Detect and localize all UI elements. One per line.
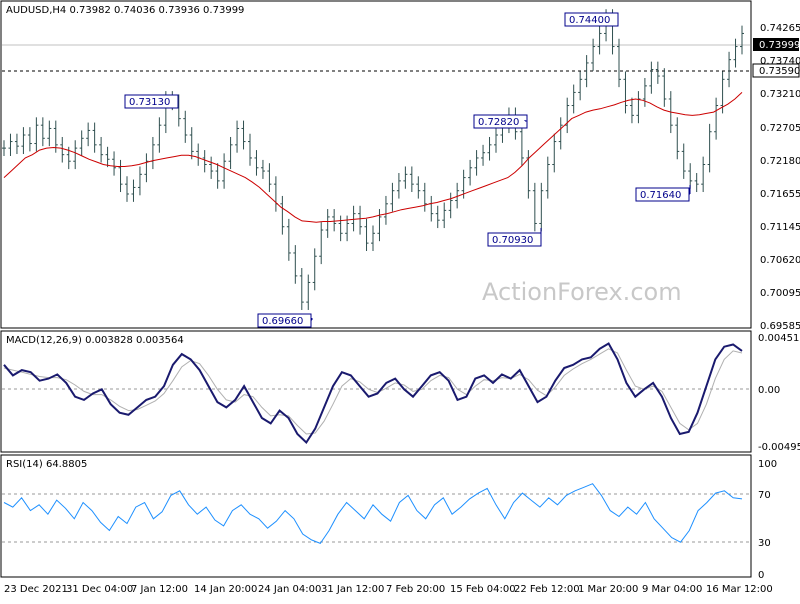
price-callout-label: 0.74400 [569,15,610,26]
rsi-line [3,483,743,545]
time-tick: 7 Jan 12:00 [131,584,188,595]
rsi-tick: 100 [758,459,777,470]
price-axis: 0.74265 0.73740 0.73210 0.72705 0.72180 … [760,23,800,332]
price-callout-box [124,94,179,109]
time-tick: 7 Feb 20:00 [386,584,445,595]
time-tick: 16 Mar 12:00 [706,584,773,595]
price-tick: 0.72180 [760,156,800,167]
time-tick: 24 Jan 04:00 [258,584,321,595]
rsi-tick: 30 [758,538,771,549]
price-header: AUDUSD,H4 0.73982 0.74036 0.73936 0.7399… [6,5,244,16]
price-callout-label: 0.71640 [640,190,681,201]
price-callout-box [487,232,542,247]
rsi-series-group [3,483,743,545]
macd-tick: 0.00 [758,385,780,396]
price-tick: 0.70620 [760,255,800,266]
time-tick: 14 Jan 20:00 [194,584,257,595]
rsi-header: RSI(14) 64.8805 [6,459,87,470]
macd-tick: -0.00495 [758,442,800,453]
moving-average-line [3,92,743,223]
watermark: ActionForex.com [482,278,682,306]
price-tick: 0.71145 [760,222,800,233]
current-price-badge [753,38,799,51]
price-tick: 0.70095 [760,288,800,299]
macd-tick: 0.004517 [758,333,800,344]
price-tick: 0.71655 [760,189,800,200]
time-axis: 23 Dec 2021 31 Dec 04:00 7 Jan 12:00 14 … [4,584,773,595]
time-tick: 31 Dec 04:00 [66,584,133,595]
price-tick: 0.73210 [760,89,800,100]
price-callout-label: 0.72820 [478,117,519,128]
time-tick: 31 Jan 12:00 [321,584,384,595]
moving-average-group [3,92,743,223]
price-tick: 0.73740 [760,56,800,67]
time-tick: 9 Mar 04:00 [642,584,702,595]
price-tick: 0.69585 [760,321,800,332]
rsi-panel [0,454,752,578]
macd-signal-line [3,348,743,435]
time-tick: 23 Dec 2021 [4,584,68,595]
current-price-label: 0.73999 [759,40,800,51]
time-tick: 1 Mar 20:00 [578,584,638,595]
reference-level-badge [752,63,800,78]
price-callout-label: 0.69660 [262,316,303,327]
macd-line [3,342,743,445]
time-tick: 15 Feb 04:00 [450,584,516,595]
price-callout-label: 0.73130 [129,97,170,108]
macd-header: MACD(12,26,9) 0.003828 0.003564 [6,335,184,346]
price-annotations: 0.73130 0.69660 0.72820 0.70930 0.74400 0.716… [124,12,691,328]
rsi-tick: 0 [758,570,764,581]
macd-series-group [3,342,743,445]
price-callout-box [564,12,619,27]
reference-level-label: 0.73590 [759,66,800,77]
price-tick: 0.74265 [760,23,800,34]
time-tick: 22 Feb 12:00 [514,584,580,595]
price-callout-label: 0.70930 [492,235,533,246]
price-panel [0,0,752,329]
price-tick: 0.72705 [760,123,800,134]
rsi-tick: 70 [758,490,771,501]
